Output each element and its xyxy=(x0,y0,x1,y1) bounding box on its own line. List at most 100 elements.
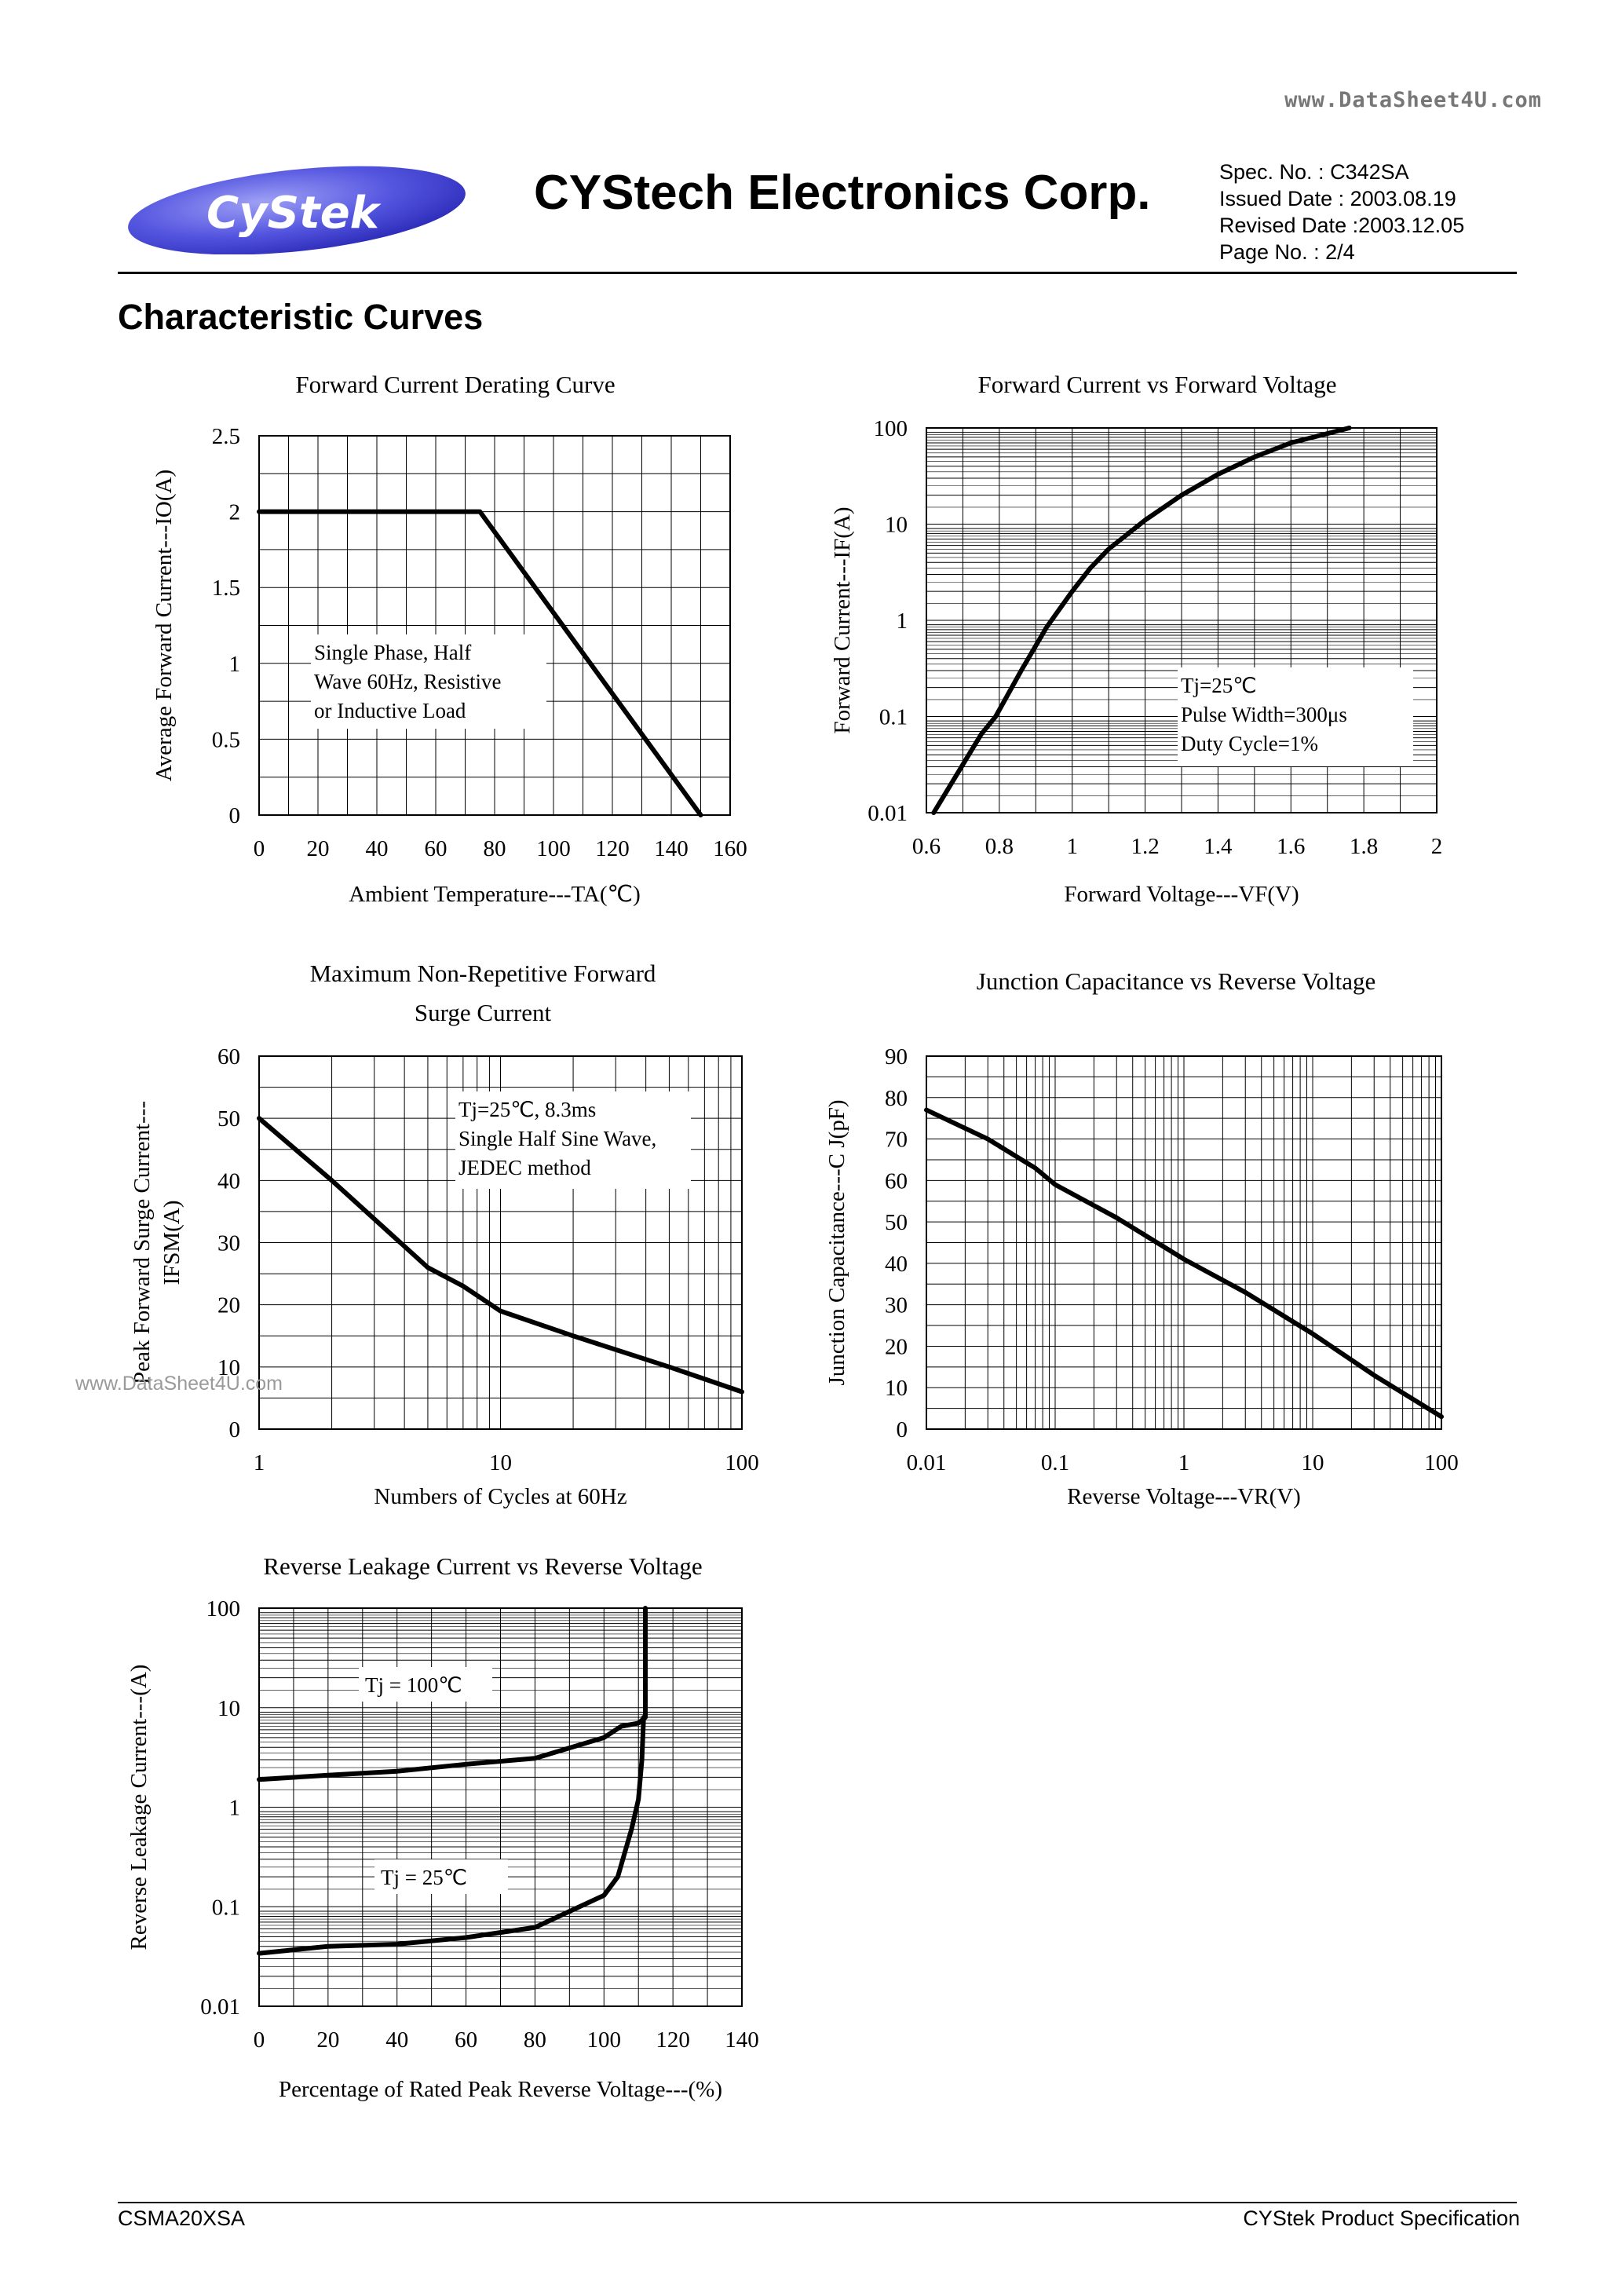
series-label: Tj = 25℃ xyxy=(381,1866,467,1889)
chart-title: Forward Current Derating Curve xyxy=(295,371,615,398)
data-line xyxy=(257,509,703,817)
chart-5: 0 20 40 60 80 100 120 140 0.01 0.1 1 10 100 Reverse L… xyxy=(126,1552,759,2102)
y-tick-label: 10 xyxy=(217,1696,240,1721)
y-tick-label: 0.01 xyxy=(868,801,908,826)
x-axis-label: Forward Voltage---VF(V) xyxy=(1064,882,1299,907)
x-axis-label: Numbers of Cycles at 60Hz xyxy=(374,1484,627,1509)
plot-frame xyxy=(258,435,731,816)
x-axis-label: Ambient Temperature---TA(℃) xyxy=(349,882,641,907)
y-tick-label: 2 xyxy=(229,500,241,525)
annotation-text: JEDEC method xyxy=(458,1156,591,1179)
annotation-text: Single Phase, Half xyxy=(314,641,471,664)
x-tick-label: 20 xyxy=(307,836,330,861)
series-label-bg xyxy=(359,1667,492,1702)
annotation-text: Duty Cycle=1% xyxy=(1181,732,1318,755)
annotation-text: Tj=25℃, 8.3ms xyxy=(458,1098,596,1121)
x-tick-label: 60 xyxy=(455,2027,477,2053)
chart-title: Forward Current vs Forward Voltage xyxy=(978,371,1337,398)
y-tick-label: 20 xyxy=(885,1334,908,1359)
x-tick-label: 40 xyxy=(385,2027,408,2053)
watermark-mid: www.DataSheet4U.com xyxy=(75,1373,283,1395)
y-tick-label: 0.1 xyxy=(879,705,908,730)
chart-title: Reverse Leakage Current vs Reverse Volta… xyxy=(263,1552,702,1580)
y-axis-label: Junction Capacitance---C J(pF) xyxy=(824,1099,849,1385)
y-tick-label: 0.5 xyxy=(212,727,240,752)
y-tick-label: 80 xyxy=(885,1086,908,1111)
y-tick-label: 10 xyxy=(885,513,908,538)
header-divider xyxy=(118,272,1517,274)
company-name: CYStech Electronics Corp. xyxy=(534,166,1151,220)
series-label-bg xyxy=(374,1859,508,1894)
data-line xyxy=(257,1116,744,1395)
chart-4: 0.01 0.1 1 10 100 0 10 20 30 40 50 60 70 80 90 Junction… xyxy=(824,967,1459,1509)
annotation-text: Single Half Sine Wave, xyxy=(458,1127,656,1150)
y-tick-label: 10 xyxy=(217,1355,240,1380)
page-number: Page No. : 2/4 xyxy=(1219,240,1355,264)
y-axis-label: Peak Forward Surge Current--- xyxy=(130,1101,155,1384)
x-tick-label: 1 xyxy=(1178,1450,1190,1475)
x-tick-label: 80 xyxy=(484,836,506,861)
x-tick-label: 100 xyxy=(1424,1450,1459,1475)
data-line xyxy=(924,1107,1444,1420)
plot-frame xyxy=(926,1055,1442,1430)
y-tick-label: 40 xyxy=(217,1168,240,1194)
y-tick-label: 20 xyxy=(217,1293,240,1318)
x-tick-label: 10 xyxy=(1302,1450,1324,1475)
y-tick-label: 1 xyxy=(229,1796,241,1821)
y-tick-label: 1 xyxy=(229,652,241,677)
x-tick-label: 120 xyxy=(656,2027,690,2053)
y-tick-label: 2.5 xyxy=(212,424,240,449)
section-title: Characteristic Curves xyxy=(118,297,484,337)
x-tick-label: 140 xyxy=(725,2027,759,2053)
spec-block: Spec. No. : C342SA Issued Date : 2003.08… xyxy=(1219,159,1464,265)
annotation-text: Wave 60Hz, Resistive xyxy=(314,670,502,693)
plot-frame xyxy=(926,427,1438,813)
y-tick-label: 0.1 xyxy=(212,1895,240,1920)
x-tick-label: 0.1 xyxy=(1041,1450,1069,1475)
y-tick-label: 50 xyxy=(885,1210,908,1235)
annotation-text: Pulse Width=300μs xyxy=(1181,703,1347,726)
x-tick-label: 100 xyxy=(587,2027,622,2053)
chart-2: 0.6 0.8 1 1.2 1.4 1.6 1.8 2 0.01 0.1 1 10 100 Forward… xyxy=(830,371,1442,907)
chart-3: 1 10 100 0 10 20 30 40 50 60 Maximum Non-Repetitiv… xyxy=(130,960,759,1509)
x-tick-label: 1 xyxy=(1066,834,1078,859)
x-tick-label: 0.8 xyxy=(985,834,1014,859)
y-axis-label: Forward Current---IF(A) xyxy=(830,506,855,733)
chart-title: Maximum Non-Repetitive Forward xyxy=(310,960,656,987)
x-tick-label: 2 xyxy=(1431,834,1443,859)
x-tick-label: 1.6 xyxy=(1277,834,1305,859)
chart-title: Surge Current xyxy=(415,999,552,1026)
annotation-box xyxy=(455,1091,691,1189)
annotation-box xyxy=(1178,667,1413,766)
x-tick-label: 80 xyxy=(524,2027,546,2053)
y-tick-label: 70 xyxy=(885,1128,908,1153)
y-tick-label: 60 xyxy=(885,1168,908,1194)
y-tick-label: 30 xyxy=(217,1231,240,1256)
y-tick-label: 90 xyxy=(885,1044,908,1069)
x-tick-label: 1.4 xyxy=(1204,834,1233,859)
data-line xyxy=(931,426,1352,815)
chart-1: 0 20 40 60 80 100 120 140 160 0 0.5 1 1.5 2 2.5 Forward… xyxy=(152,371,747,907)
x-tick-label: 20 xyxy=(316,2027,339,2053)
plot-frame xyxy=(258,1055,743,1430)
x-tick-label: 60 xyxy=(425,836,448,861)
y-axis-label: IFSM(A) xyxy=(159,1201,184,1285)
y-tick-label: 30 xyxy=(885,1293,908,1318)
revised-date: Revised Date :2003.12.05 xyxy=(1219,214,1465,237)
logo-text: CyStek xyxy=(206,188,382,239)
x-tick-label: 100 xyxy=(536,836,571,861)
x-tick-label: 0.01 xyxy=(907,1450,947,1475)
y-tick-label: 100 xyxy=(874,416,908,441)
y-tick-label: 50 xyxy=(217,1106,240,1132)
x-axis-label: Reverse Voltage---VR(V) xyxy=(1067,1484,1301,1509)
y-tick-label: 0 xyxy=(897,1417,908,1442)
annotation-text: Tj=25℃ xyxy=(1181,674,1257,697)
y-tick-label: 10 xyxy=(885,1376,908,1401)
x-tick-label: 10 xyxy=(489,1450,512,1475)
footer-spec-label: CYStek Product Specification xyxy=(1243,2206,1520,2230)
y-tick-label: 40 xyxy=(885,1252,908,1277)
footer-part-number: CSMA20XSA xyxy=(118,2206,246,2230)
x-tick-label: 0 xyxy=(254,2027,265,2053)
plot-frame xyxy=(258,1607,743,2007)
y-tick-label: 1.5 xyxy=(212,576,240,601)
